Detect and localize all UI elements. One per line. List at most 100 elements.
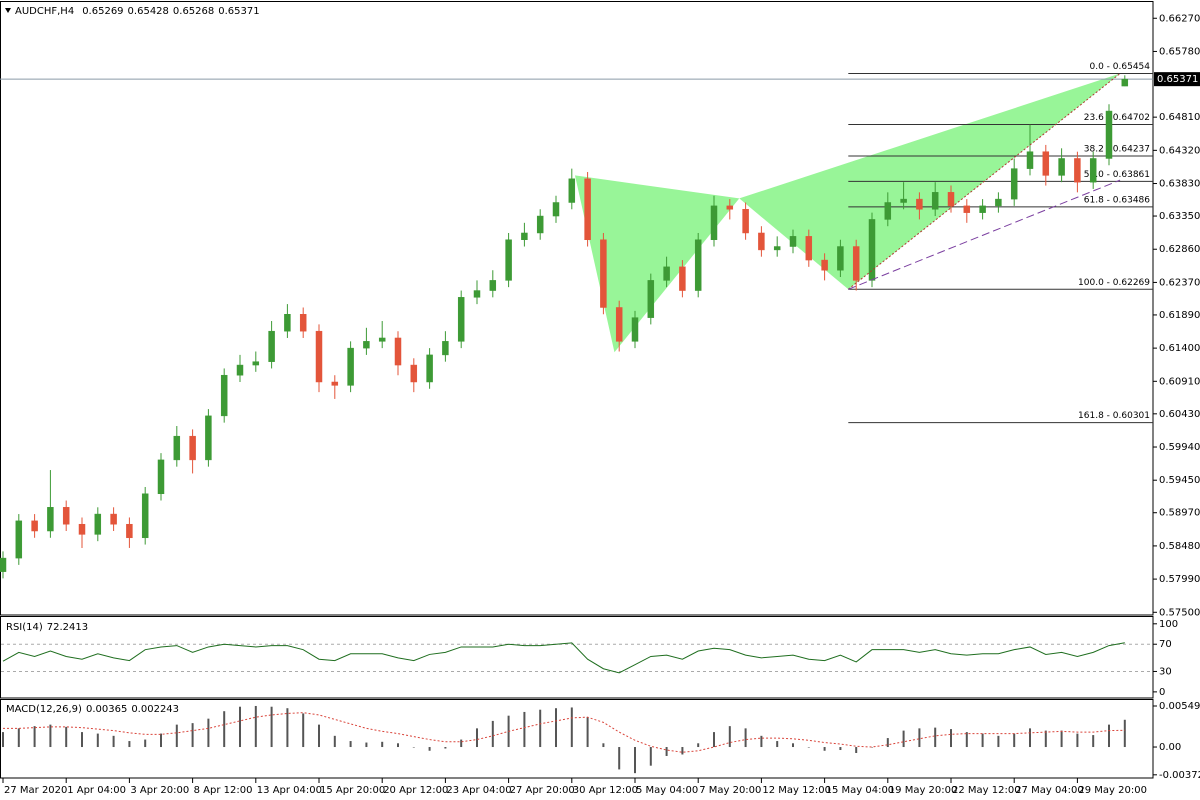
y-tick-label: 0.57500 — [1159, 607, 1200, 618]
candle-body — [268, 330, 275, 362]
macd-bar — [760, 735, 763, 748]
candle-body — [363, 341, 370, 349]
macd-bar — [1123, 719, 1126, 748]
x-tick-label: 19 May 20:00 — [889, 785, 958, 796]
candle-body — [347, 347, 354, 386]
candle-body — [315, 330, 323, 383]
candle-body — [505, 239, 512, 281]
trendline — [847, 73, 1121, 290]
macd-bar — [1076, 733, 1079, 748]
y-tick-label: 100 — [1159, 619, 1178, 630]
macd-bar — [318, 724, 320, 748]
macd-bar — [728, 726, 731, 748]
candle-body — [426, 354, 433, 383]
candle-body — [868, 219, 876, 281]
y-tick-label: 0.59940 — [1159, 442, 1200, 453]
layer: 0.0 - 0.65454 23.6 - 0.64702 38.2 - 0.6423… — [0, 13, 1200, 796]
low: 0.65268 — [173, 6, 214, 17]
macd-bar — [570, 707, 573, 748]
macd-bar — [555, 708, 557, 748]
y-tick-label: 0.58970 — [1159, 508, 1200, 519]
close: 0.65371 — [218, 6, 259, 17]
macd-bar — [491, 720, 494, 748]
signal-line — [3, 712, 1125, 753]
x-tick-label: 29 May 20:00 — [1078, 785, 1147, 796]
y-tick-label: 0.58480 — [1159, 541, 1200, 552]
macd-bar — [381, 741, 384, 748]
macd-bar — [602, 743, 605, 748]
candle-body — [0, 557, 7, 572]
candle-body — [94, 513, 102, 535]
macd-bar — [191, 723, 194, 748]
candle-body — [220, 374, 228, 417]
macd-bar — [634, 747, 636, 774]
macd-bar — [776, 741, 779, 748]
fib-label: 61.8 - 0.63486 — [1084, 195, 1150, 205]
y-tick-label: 0 — [1159, 687, 1165, 698]
macd-bar — [365, 742, 368, 748]
macd-bar — [412, 747, 415, 748]
candle-body — [236, 364, 244, 376]
candle-body — [110, 513, 117, 525]
candle-body — [679, 266, 686, 291]
y-tick-label: 0.66270 — [1159, 13, 1200, 24]
macd-bar — [175, 724, 178, 748]
candle-body — [157, 459, 165, 495]
fib-label: 100.0 - 0.62269 — [1078, 278, 1150, 288]
x-tick-label: 27 Apr 20:00 — [510, 785, 575, 796]
y-tick-label: 0.60430 — [1159, 409, 1200, 420]
candle-body — [78, 523, 86, 535]
candle-body — [916, 198, 923, 210]
y-tick-label: 0.00 — [1159, 742, 1181, 753]
candle-body — [884, 202, 892, 220]
macd-bar — [207, 718, 210, 748]
candle-body — [600, 239, 607, 308]
candle-body — [900, 198, 907, 203]
macd-bar — [1092, 735, 1095, 748]
candle-body — [1121, 78, 1129, 87]
x-tick-label: 30 Apr 12:00 — [573, 785, 638, 796]
y-tick-label: -0.003723 — [1159, 770, 1200, 781]
macd-bar — [807, 747, 810, 748]
signal-last: 0.002243 — [131, 704, 179, 715]
candle-body — [647, 280, 655, 318]
candle-body — [663, 266, 670, 281]
y-tick-label: 0.63350 — [1159, 211, 1200, 222]
macd-bar — [539, 709, 542, 748]
candle-body — [995, 198, 1002, 207]
macd-bar — [476, 728, 478, 748]
macd-bar — [2, 732, 4, 748]
y-tick-label: 0.61400 — [1159, 343, 1200, 354]
y-tick-label: 70 — [1159, 639, 1172, 650]
candle-body — [410, 364, 418, 383]
macd-bar — [270, 706, 273, 748]
candle-body — [552, 202, 560, 217]
candle-body — [442, 341, 449, 356]
macd-bar — [1060, 730, 1063, 748]
macd-panel — [0, 699, 1154, 779]
fib-label: 38.2 - 0.64237 — [1084, 144, 1150, 154]
macd-bar — [823, 747, 826, 751]
y-tick-label: 0.61890 — [1159, 310, 1200, 321]
macd-bar — [239, 706, 241, 748]
macd-bar — [49, 724, 52, 748]
macd-bar — [681, 747, 684, 755]
macd-bar — [254, 705, 257, 748]
macd-bar — [1029, 728, 1031, 748]
macd-bar — [333, 735, 336, 748]
candle-body — [852, 246, 860, 281]
candle-body — [47, 507, 54, 532]
candle-body — [789, 236, 797, 247]
menu-arrow — [5, 8, 11, 13]
macd-bar — [792, 743, 794, 748]
macd-bar — [1108, 724, 1110, 748]
candle-body — [489, 280, 497, 291]
candle-body — [837, 246, 844, 271]
candle-body — [726, 205, 734, 210]
y-tick-label: 30 — [1159, 666, 1172, 677]
macd-bar — [428, 747, 431, 751]
candle-body — [173, 435, 181, 461]
y-tick-label: 0.65780 — [1159, 46, 1200, 57]
macd-name: MACD(12,26,9) — [6, 704, 82, 715]
